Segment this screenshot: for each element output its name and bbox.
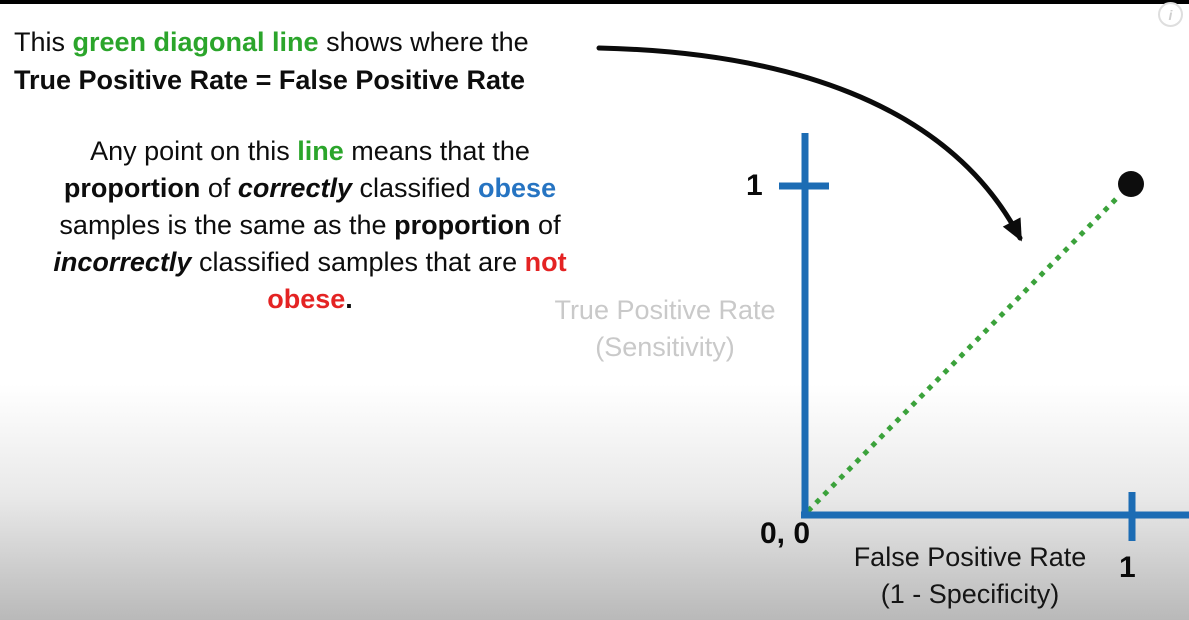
body-line-2: proportion of correctly classified obese — [0, 170, 620, 207]
x-tick-label: 1 — [1119, 551, 1136, 584]
text-segment: means that the — [343, 136, 530, 166]
y-axis-title-line1: True Positive Rate — [554, 295, 776, 325]
y-axis-title-line2: (Sensitivity) — [595, 332, 735, 362]
text-segment: obese — [478, 173, 557, 203]
text-segment: samples is the same as the — [59, 210, 395, 240]
text-segment: correctly — [237, 173, 352, 203]
text-segment: of — [200, 173, 238, 203]
x-axis-title-line2: (1 - Specificity) — [880, 579, 1060, 609]
y-axis-title: True Positive Rate (Sensitivity) — [520, 292, 810, 366]
body-line-4: incorrectly classified samples that are … — [0, 244, 620, 281]
text-segment: True Positive Rate = False Positive Rate — [14, 65, 525, 95]
text-segment: . — [345, 284, 353, 314]
text-segment: green diagonal line — [72, 27, 319, 57]
body-line-1: Any point on this line means that the — [0, 133, 620, 170]
callout-line-2: True Positive Rate = False Positive Rate — [14, 61, 529, 99]
diagonal-line — [806, 196, 1119, 513]
text-segment: proportion — [63, 173, 201, 203]
callout-text: This green diagonal line shows where the… — [14, 23, 529, 99]
body-line-3: samples is the same as the proportion of — [0, 207, 620, 244]
body-line-5: obese. — [0, 281, 620, 318]
x-axis-title: False Positive Rate (1 - Specificity) — [800, 539, 1140, 613]
text-segment: proportion — [394, 210, 531, 240]
origin-label: 0, 0 — [760, 517, 811, 550]
text-segment: classified — [351, 173, 479, 203]
text-segment: line — [297, 136, 344, 166]
annotation-arrow — [596, 45, 1023, 242]
text-segment: obese — [267, 284, 346, 314]
text-segment: not — [524, 247, 567, 277]
y-tick-label: 1 — [746, 169, 763, 202]
text-segment: incorrectly — [53, 247, 192, 277]
data-point-dot — [1118, 171, 1144, 197]
info-icon-glyph: i — [1168, 6, 1173, 23]
x-axis-title-line1: False Positive Rate — [853, 542, 1087, 572]
text-segment: of — [530, 210, 561, 240]
body-paragraph: Any point on this line means that the pr… — [0, 133, 620, 318]
text-segment: Any point on this — [90, 136, 298, 166]
callout-line-1: This green diagonal line shows where the — [14, 23, 529, 61]
text-segment: This — [14, 27, 73, 57]
info-icon[interactable]: i — [1158, 2, 1183, 27]
text-segment: shows where the — [318, 27, 529, 57]
text-segment: classified samples that are — [191, 247, 525, 277]
video-letterbox-bar — [0, 0, 1189, 4]
